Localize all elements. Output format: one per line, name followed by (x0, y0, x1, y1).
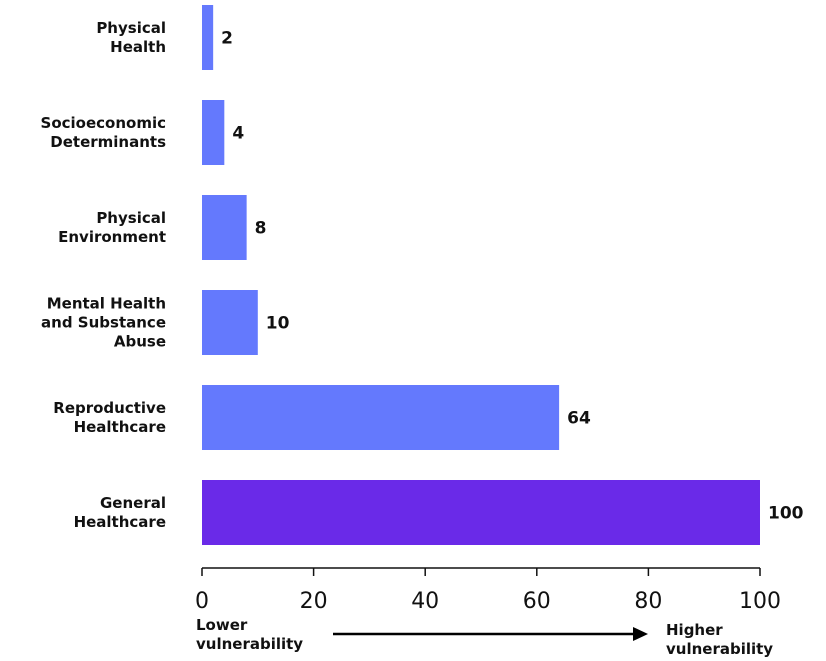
bar-1 (202, 100, 225, 165)
bar-2 (202, 195, 247, 260)
direction-arrow-head-icon (633, 627, 648, 641)
category-label-line: Physical (96, 19, 166, 37)
value-label-1: 4 (232, 124, 244, 144)
value-label-2: 8 (255, 219, 267, 239)
lower-vulnerability-line: vulnerability (196, 635, 303, 653)
category-label-line: Health (110, 38, 166, 56)
category-label-3: Mental Health and Substance Abuse (41, 295, 166, 351)
value-label-3: 10 (266, 314, 290, 334)
x-axis: 0 20 40 60 80 100 (195, 567, 781, 614)
x-tick-label-2: 40 (411, 589, 439, 614)
category-label-line: Environment (58, 228, 166, 246)
category-label-line: Healthcare (74, 513, 166, 531)
category-label-4: Reproductive Healthcare (53, 399, 166, 436)
category-label-line: Abuse (114, 333, 166, 351)
value-label-0: 2 (221, 29, 233, 49)
higher-vulnerability-line: vulnerability (666, 640, 773, 658)
lower-vulnerability-label: Lower vulnerability (196, 616, 303, 653)
lower-vulnerability-line: Lower (196, 616, 248, 634)
higher-vulnerability-label: Higher vulnerability (666, 621, 773, 658)
category-label-line: Socioeconomic (41, 114, 166, 132)
x-tick-label-1: 20 (300, 589, 328, 614)
category-label-line: Mental Health (47, 295, 166, 313)
x-tick-label-3: 60 (523, 589, 551, 614)
category-label-line: and Substance (41, 314, 166, 332)
x-tick-label-5: 100 (739, 589, 781, 614)
bar-0 (202, 5, 214, 70)
bar-5 (202, 480, 760, 545)
category-label-1: Socioeconomic Determinants (41, 114, 167, 151)
bars-group (202, 5, 760, 545)
category-label-5: General Healthcare (74, 494, 166, 531)
category-label-2: Physical Environment (58, 209, 166, 246)
category-label-line: General (100, 494, 166, 512)
x-tick-label-0: 0 (195, 589, 209, 614)
category-label-line: Determinants (50, 133, 166, 151)
value-labels: 2 4 8 10 64 100 (221, 29, 803, 524)
category-label-line: Healthcare (74, 418, 166, 436)
x-tick-label-4: 80 (634, 589, 662, 614)
bar-3 (202, 290, 258, 355)
category-label-0: Physical Health (96, 19, 166, 56)
value-label-4: 64 (567, 409, 591, 429)
higher-vulnerability-line: Higher (666, 621, 723, 639)
bar-4 (202, 385, 560, 450)
value-label-5: 100 (768, 504, 804, 524)
category-label-line: Physical (96, 209, 166, 227)
category-label-line: Reproductive (53, 399, 166, 417)
